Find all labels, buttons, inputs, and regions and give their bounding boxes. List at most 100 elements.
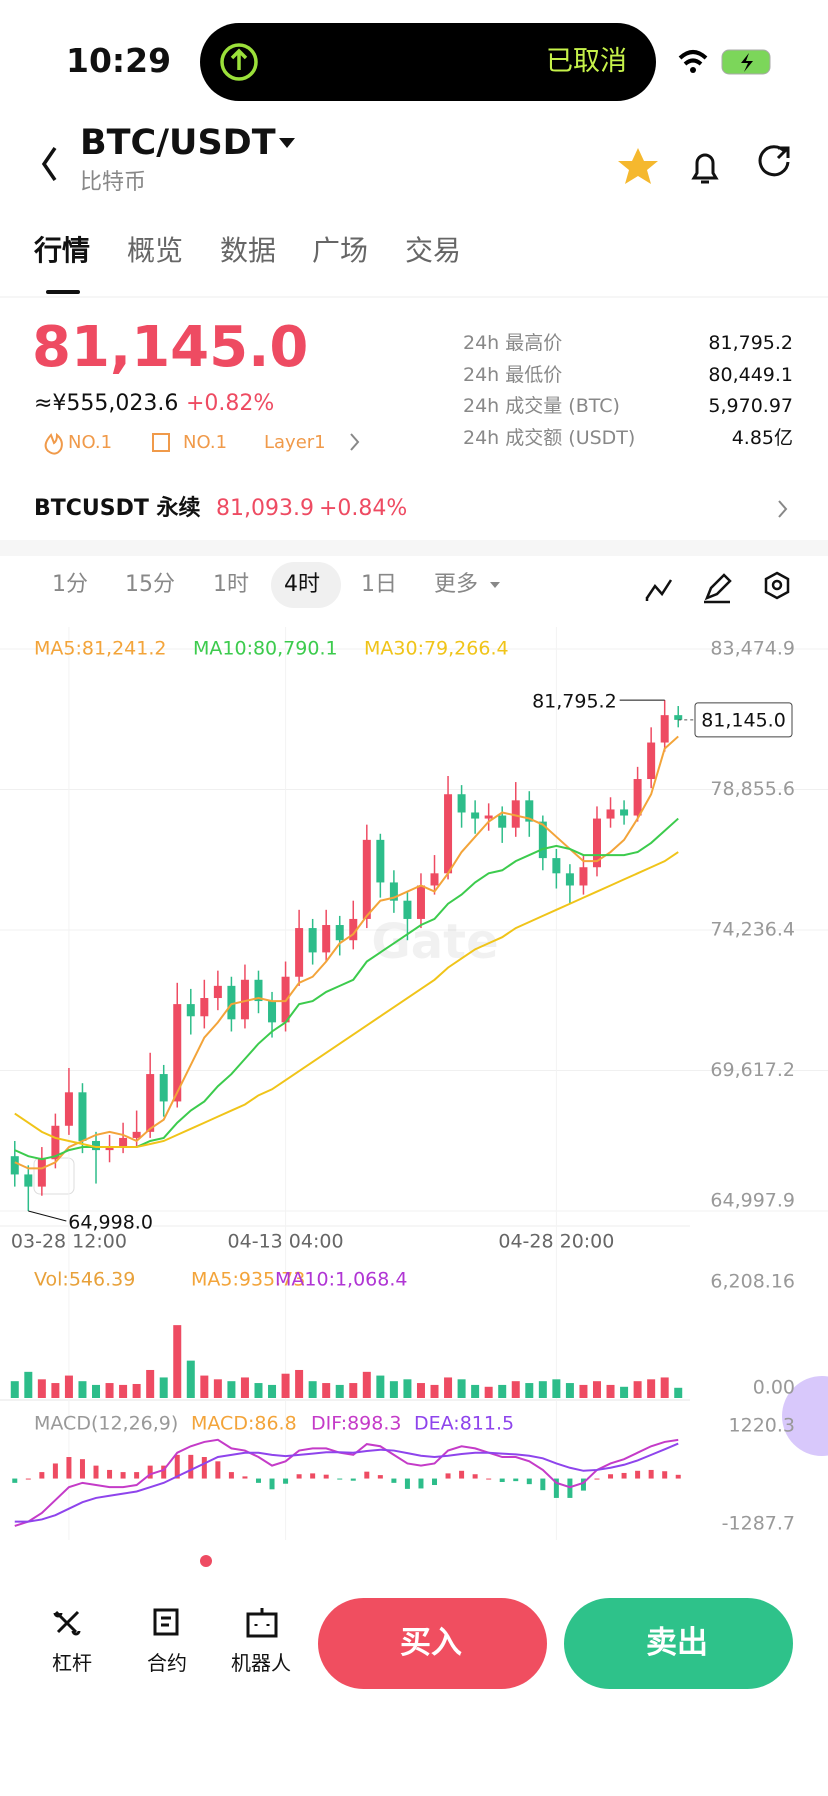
tool-label[interactable]: 机器人: [231, 1651, 291, 1675]
tab[interactable]: 交易: [405, 234, 462, 267]
macd-bar: [39, 1472, 45, 1479]
ma-line: [14, 735, 679, 1170]
volume-bar: [633, 1381, 642, 1398]
volume-bar: [37, 1379, 46, 1398]
timeframe[interactable]: 1日: [361, 572, 397, 597]
tab[interactable]: 行情: [34, 234, 91, 267]
timeframe[interactable]: 4时: [284, 572, 320, 597]
candle-body: [606, 809, 615, 819]
settings-icon[interactable]: [764, 571, 790, 600]
y-tick-label: 6,208.16: [710, 1271, 795, 1293]
candle-body: [213, 985, 222, 999]
macd-bar: [445, 1473, 451, 1479]
volume-bar: [213, 1379, 222, 1398]
macd-bar: [269, 1478, 275, 1490]
activity-status: 已取消: [546, 46, 627, 77]
macd-bar: [567, 1478, 573, 1498]
timeframe[interactable]: 更多: [434, 572, 479, 597]
stat-label: 24h 最高价: [463, 332, 563, 354]
share-icon[interactable]: [758, 145, 790, 177]
buy-button[interactable]: [318, 1598, 547, 1689]
perp-name[interactable]: BTCUSDT 永续: [34, 496, 201, 521]
candle-body: [647, 742, 656, 780]
timeframe[interactable]: 1分: [52, 572, 88, 597]
macd-bar: [459, 1470, 465, 1479]
legend-entry: MA5:81,241.2: [34, 638, 167, 660]
candle-body: [186, 1004, 195, 1017]
tab[interactable]: 数据: [220, 234, 277, 267]
candle-body: [511, 800, 520, 828]
candle-body: [105, 1147, 114, 1151]
macd-bar: [337, 1478, 343, 1480]
hot-icon: [44, 432, 63, 455]
symbol-name: 比特币: [80, 170, 147, 195]
volume-bar: [362, 1371, 371, 1398]
bot-icon[interactable]: [246, 1608, 278, 1638]
indicator-icon[interactable]: [645, 579, 673, 601]
macd-bar: [283, 1478, 289, 1484]
floating-assistant[interactable]: [782, 1376, 828, 1456]
alert-bell[interactable]: [691, 153, 719, 184]
symbol[interactable]: BTC/USDT: [80, 123, 276, 163]
buy-label[interactable]: 买入: [400, 1625, 462, 1661]
sell-label[interactable]: 卖出: [646, 1625, 708, 1661]
contract-icon[interactable]: [153, 1608, 179, 1636]
macd-bar: [580, 1478, 586, 1491]
volume-bar: [24, 1371, 33, 1398]
volume-bar: [78, 1381, 87, 1398]
perp-chevron[interactable]: [778, 500, 788, 518]
macd-bar: [79, 1459, 85, 1479]
volume-bar: [389, 1381, 398, 1398]
tool-label[interactable]: 合约: [147, 1651, 187, 1675]
tab[interactable]: 广场: [312, 234, 369, 267]
favorite-star[interactable]: [618, 148, 658, 184]
macd-bar: [107, 1469, 113, 1479]
candle-body: [498, 815, 507, 828]
macd-bar: [526, 1478, 532, 1485]
legend-entry: DEA:811.5: [414, 1413, 514, 1435]
candle-body: [51, 1125, 60, 1160]
timeframe[interactable]: 15分: [125, 572, 175, 597]
stat-label: 24h 最低价: [463, 364, 563, 386]
volume-bar: [119, 1384, 128, 1398]
wifi-dot: [690, 67, 696, 73]
macd-bar: [134, 1472, 140, 1479]
macd-bar: [486, 1478, 492, 1480]
tool-label[interactable]: 杠杆: [52, 1651, 92, 1675]
macd-bar: [296, 1474, 302, 1479]
back-button[interactable]: [41, 147, 57, 181]
tag[interactable]: NO.1: [183, 432, 228, 453]
timeframe[interactable]: 1时: [213, 572, 249, 597]
candle-body: [159, 1074, 168, 1102]
tags-chevron[interactable]: [350, 433, 360, 451]
activity-arrow: [230, 48, 248, 70]
status-time: 10:29: [66, 41, 172, 80]
candle-body: [592, 818, 601, 868]
timeframe-active[interactable]: [271, 562, 341, 608]
stat-value: 5,970.97: [708, 395, 793, 417]
macd-bar: [499, 1478, 505, 1482]
sell-button[interactable]: [564, 1598, 793, 1689]
candle-body: [376, 839, 385, 883]
candle-body: [92, 1140, 101, 1151]
macd-bar: [12, 1478, 18, 1483]
macd-bar: [188, 1454, 194, 1479]
candle-body: [146, 1074, 155, 1132]
volume-bar: [51, 1383, 60, 1398]
macd-bar: [201, 1457, 207, 1479]
candle-body: [268, 1001, 277, 1023]
macd-bar: [93, 1465, 99, 1479]
perp-price: 81,093.9: [216, 496, 314, 521]
y-tick-label: 1220.3: [729, 1415, 795, 1437]
tag[interactable]: Layer1: [264, 432, 326, 453]
macd-bar: [215, 1461, 221, 1479]
candle-body: [308, 928, 317, 953]
more-caret[interactable]: [490, 582, 500, 588]
tab[interactable]: 概览: [127, 234, 184, 267]
tag[interactable]: NO.1: [68, 432, 113, 453]
draw-icon[interactable]: [704, 573, 732, 604]
macd-bar: [404, 1478, 410, 1489]
volume-bar: [457, 1379, 466, 1398]
symbol-dropdown[interactable]: [279, 138, 295, 148]
margin-icon[interactable]: [53, 1610, 81, 1636]
